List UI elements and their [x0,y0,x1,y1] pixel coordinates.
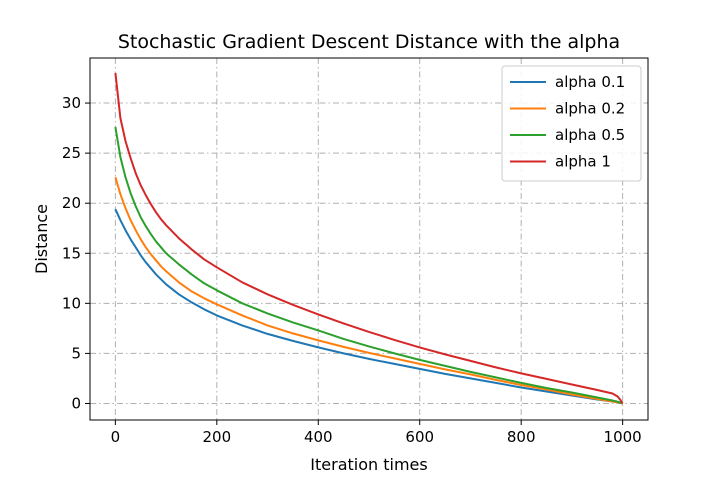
chart-title: Stochastic Gradient Descent Distance wit… [118,31,620,53]
legend-box [501,65,642,182]
legend: alpha 0.1 alpha 0.2 alpha 0.5 alpha 1 [501,65,642,182]
legend-label: alpha 0.1 [555,73,625,91]
y-tick-label: 30 [62,94,81,112]
y-tick-label: 25 [62,144,81,162]
x-tick-label: 0 [111,428,121,446]
series-line-3 [114,126,623,405]
y-tick-label: 20 [62,194,81,212]
legend-label: alpha 0.2 [555,100,625,118]
x-tick-label: 1000 [604,428,642,446]
x-tick-label: 400 [304,428,333,446]
legend-label: alpha 1 [555,153,611,171]
y-axis-label: Distance [32,204,51,274]
y-tick-label: 10 [62,294,81,312]
axis-ticks: 0 200 400 600 800 1000 0 5 10 15 20 25 30 [62,94,642,446]
y-tick-label: 5 [71,344,81,362]
x-tick-label: 600 [405,428,434,446]
y-tick-label: 0 [71,394,81,412]
series-lines [114,72,624,405]
x-tick-label: 200 [202,428,231,446]
x-tick-label: 800 [507,428,536,446]
y-tick-label: 15 [62,244,81,262]
series-line-2 [114,176,623,405]
series-line-1 [114,208,623,405]
series-line-4 [114,72,624,405]
plot-frame [89,57,649,421]
legend-label: alpha 0.5 [555,126,625,144]
x-axis-label: Iteration times [310,455,427,474]
